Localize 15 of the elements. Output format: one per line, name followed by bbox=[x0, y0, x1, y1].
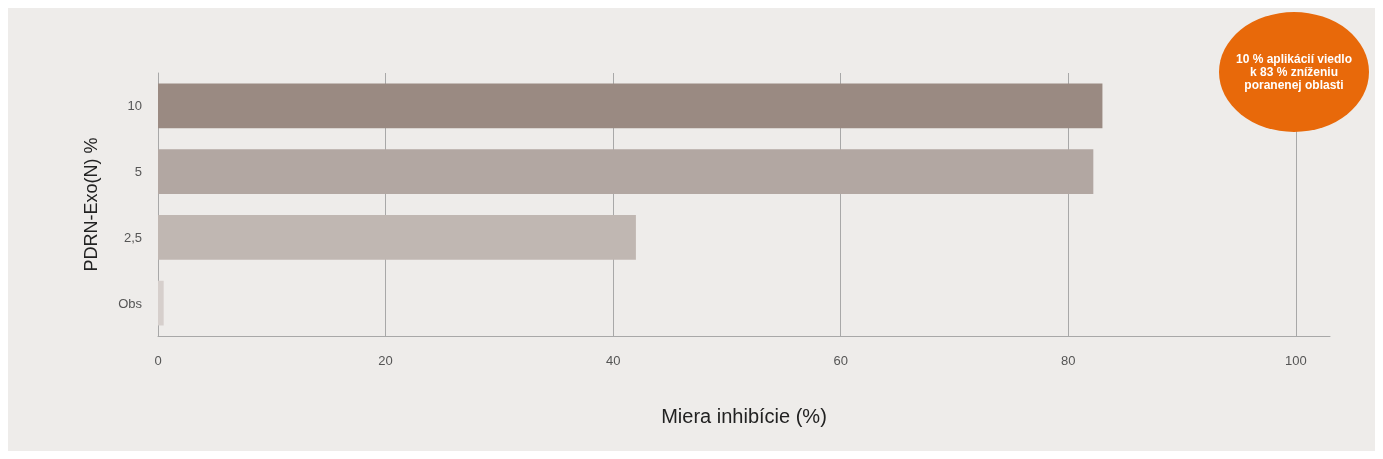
x-tick-label: 100 bbox=[1285, 353, 1307, 368]
y-tick-label: 2,5 bbox=[123, 229, 142, 245]
x-tick-label: 20 bbox=[378, 353, 393, 368]
bar bbox=[158, 83, 1103, 129]
x-axis-title: Miera inhibície (%) bbox=[661, 405, 827, 427]
x-tick-label: 60 bbox=[833, 353, 848, 368]
x-tick-label: 0 bbox=[154, 353, 162, 368]
y-tick-label: 10 bbox=[127, 98, 142, 114]
y-axis-title: PDRN-Exo(N) % bbox=[81, 137, 101, 272]
y-tick-label: 5 bbox=[134, 164, 142, 180]
y-tick-label: Obs bbox=[118, 295, 143, 311]
x-tick-label: 80 bbox=[1061, 353, 1076, 368]
bar bbox=[158, 215, 636, 260]
bar bbox=[158, 280, 164, 326]
x-tick-label: 40 bbox=[605, 353, 621, 368]
